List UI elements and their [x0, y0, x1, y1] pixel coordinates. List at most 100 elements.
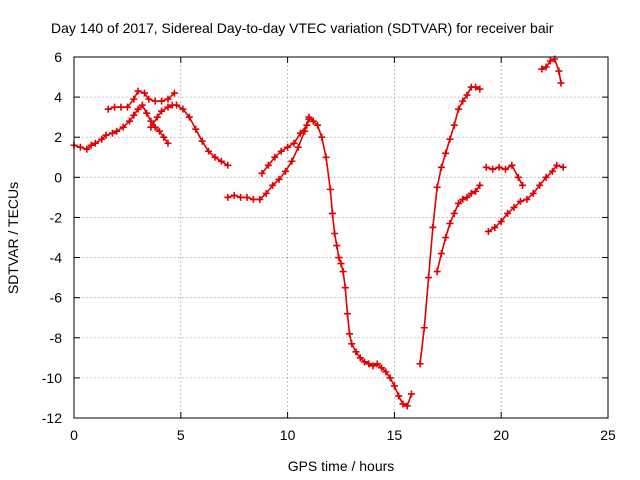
x-tick-label: 20 — [493, 427, 509, 443]
data-point — [382, 368, 390, 376]
point-run — [122, 120, 131, 128]
y-axis-label: SDTVAR / TECUs — [5, 182, 21, 294]
point-run — [265, 184, 274, 194]
point-run — [325, 157, 332, 190]
data-point — [390, 382, 398, 390]
data-point — [271, 153, 279, 161]
y-tick-label: -6 — [50, 290, 63, 306]
point-run — [291, 146, 300, 162]
point-run — [344, 287, 349, 314]
data-point — [224, 161, 232, 169]
data-point — [275, 175, 283, 183]
y-tick-label: 4 — [54, 89, 62, 105]
data-point — [123, 103, 131, 111]
point-run — [293, 132, 302, 144]
point-run — [500, 212, 509, 222]
data-point — [476, 85, 484, 93]
point-run — [188, 116, 197, 130]
series-2 — [147, 101, 232, 169]
point-run — [259, 192, 267, 200]
data-point — [281, 167, 289, 175]
data-point — [113, 127, 121, 135]
data-point — [510, 203, 518, 211]
data-point — [542, 63, 550, 71]
data-point — [467, 189, 475, 197]
data-point — [399, 400, 407, 408]
data-point — [126, 117, 134, 125]
y-tick-label: -10 — [42, 370, 62, 386]
point-run — [126, 98, 135, 108]
grid — [74, 57, 608, 418]
y-tick-label: 0 — [54, 169, 62, 185]
y-tick-label: -8 — [50, 330, 63, 346]
data-point — [160, 133, 168, 141]
data-point — [205, 147, 213, 155]
data-point — [536, 181, 544, 189]
point-run — [261, 164, 270, 174]
point-run — [511, 164, 519, 178]
point-run — [539, 176, 547, 186]
point-run — [432, 187, 438, 228]
y-tick-label: -12 — [42, 410, 62, 426]
point-run — [284, 160, 293, 172]
y-tick-label: 2 — [54, 129, 62, 145]
data-point — [98, 135, 106, 143]
data-point — [463, 193, 471, 201]
series-0 — [70, 101, 172, 153]
point-run — [299, 124, 308, 134]
data-point — [164, 103, 172, 111]
series-9 — [538, 55, 565, 87]
point-run — [267, 156, 276, 166]
data-point — [164, 95, 172, 103]
x-tick-label: 10 — [280, 427, 296, 443]
point-run — [167, 92, 175, 100]
point-run — [545, 170, 554, 178]
x-tick-label: 15 — [387, 427, 403, 443]
data-points — [70, 55, 567, 410]
point-run — [195, 128, 203, 142]
series-3 — [224, 115, 313, 203]
data-point — [164, 139, 172, 147]
data-point — [288, 157, 296, 165]
data-point — [369, 362, 377, 370]
data-point — [557, 79, 565, 87]
data-point — [454, 199, 462, 207]
point-run — [208, 150, 216, 158]
data-point — [519, 181, 527, 189]
data-point — [153, 113, 161, 121]
point-run — [278, 170, 287, 180]
series-4 — [258, 113, 415, 410]
data-point — [514, 173, 522, 181]
data-point — [378, 364, 386, 372]
data-point — [91, 139, 99, 147]
data-point — [179, 105, 187, 113]
series-1 — [104, 87, 178, 113]
data-point — [356, 354, 364, 362]
data-point — [548, 167, 556, 175]
data-point — [290, 139, 298, 147]
point-run — [419, 327, 426, 364]
plot-frame — [73, 56, 609, 419]
point-run — [532, 184, 541, 194]
data-point — [138, 101, 146, 109]
point-run — [526, 192, 534, 200]
point-run — [423, 277, 430, 328]
data-point — [463, 91, 471, 99]
x-tick-label: 5 — [177, 427, 185, 443]
point-run — [201, 140, 210, 152]
data-point — [348, 340, 356, 348]
y-tick-label: 6 — [54, 49, 62, 65]
data-point — [173, 101, 181, 109]
data-point — [262, 189, 270, 197]
x-tick-label: 0 — [70, 427, 78, 443]
y-tick-label: -2 — [50, 209, 63, 225]
data-point — [269, 181, 277, 189]
data-point — [83, 145, 91, 153]
data-point — [559, 163, 567, 171]
chart-title: Day 140 of 2017, Sidereal Day-to-day VTE… — [51, 20, 554, 36]
point-run — [427, 227, 434, 278]
axis-ticks: 0 5 10 15 20 25 -12 -10 -8 -6 -4 -2 0 2 4 6 — [42, 49, 616, 443]
point-run — [513, 200, 521, 209]
x-tick-label: 25 — [600, 427, 616, 443]
